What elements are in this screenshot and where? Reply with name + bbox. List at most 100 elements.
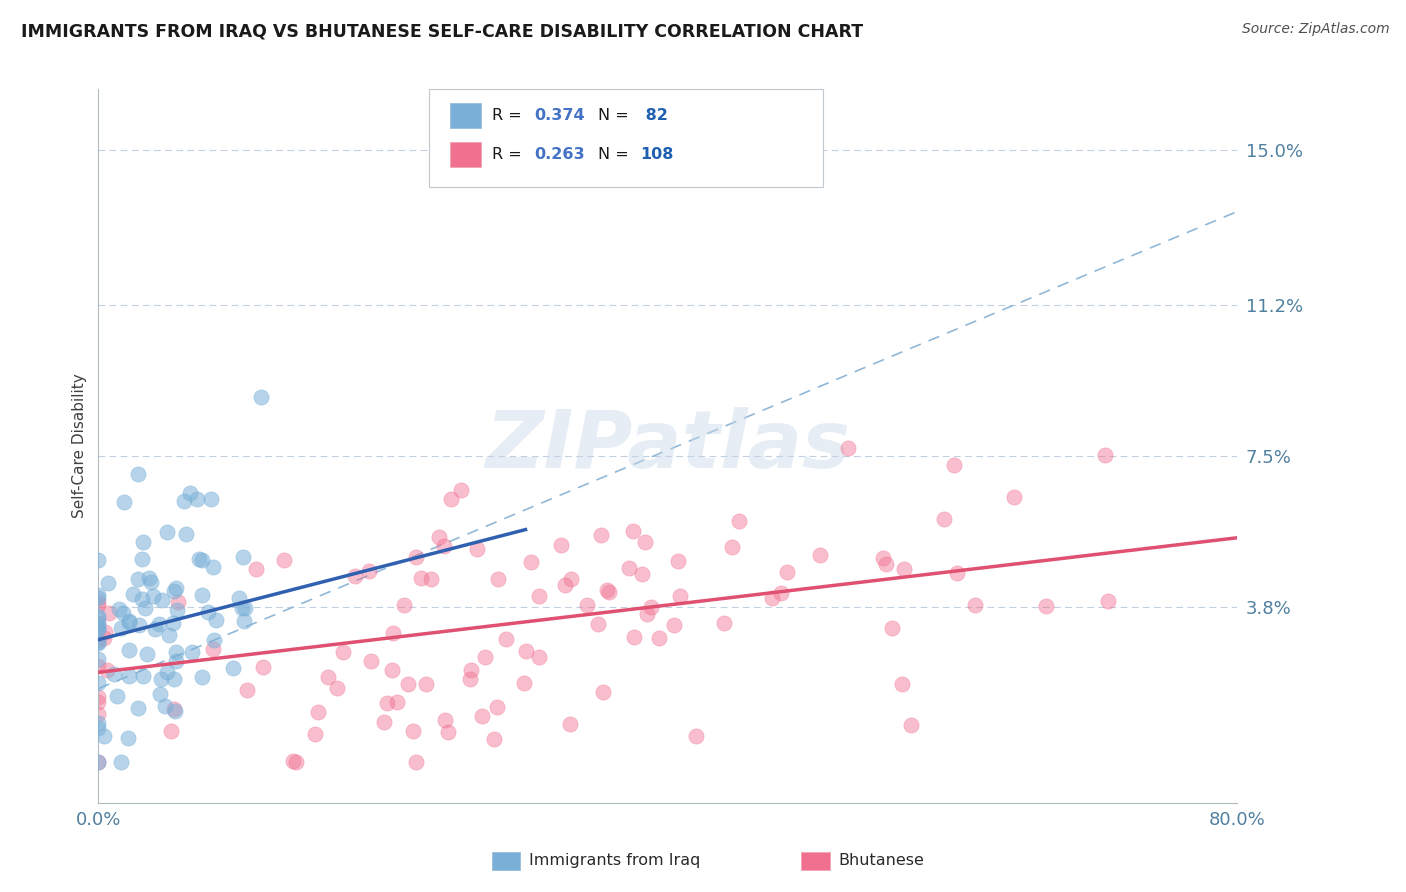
Point: [87, 595, 110, 609]
Point: [87, 609, 110, 624]
Point: [409, 571, 432, 585]
Point: [131, 669, 153, 683]
Point: [666, 554, 689, 568]
Text: 82: 82: [640, 109, 668, 123]
Point: [167, 595, 190, 609]
Point: [87, 721, 110, 735]
Point: [588, 617, 610, 632]
Point: [776, 565, 799, 579]
Point: [685, 730, 707, 744]
Point: [465, 541, 488, 556]
Point: [202, 641, 225, 656]
Point: [495, 632, 517, 646]
Point: [156, 524, 179, 539]
Point: [87, 588, 110, 602]
Point: [93, 631, 115, 645]
Point: [97, 607, 120, 621]
Point: [527, 589, 550, 603]
Point: [134, 600, 156, 615]
Point: [131, 592, 153, 607]
Point: [893, 562, 915, 576]
Point: [174, 527, 197, 541]
Point: [204, 614, 226, 628]
Point: [202, 633, 225, 648]
Point: [415, 677, 437, 691]
Point: [163, 702, 186, 716]
Point: [186, 492, 208, 507]
Point: [233, 614, 256, 628]
Point: [201, 560, 224, 574]
Point: [437, 724, 460, 739]
Point: [728, 515, 751, 529]
Point: [560, 573, 582, 587]
Point: [87, 621, 110, 635]
Point: [359, 564, 381, 578]
Point: [332, 644, 354, 658]
Point: [233, 601, 256, 615]
Point: [107, 602, 129, 616]
Point: [122, 586, 145, 600]
Point: [87, 694, 110, 708]
Point: [1035, 599, 1057, 613]
Point: [118, 614, 141, 628]
Point: [486, 572, 509, 586]
Point: [402, 724, 425, 739]
Point: [326, 681, 349, 695]
Point: [87, 635, 110, 649]
Point: [648, 631, 671, 645]
Point: [231, 600, 253, 615]
Point: [515, 644, 537, 658]
Point: [162, 615, 184, 630]
Text: R =: R =: [492, 147, 527, 161]
Point: [87, 716, 110, 731]
Point: [621, 524, 644, 538]
Point: [596, 583, 619, 598]
Point: [141, 574, 163, 589]
Point: [932, 512, 955, 526]
Point: [149, 672, 172, 686]
Point: [165, 644, 187, 658]
Point: [190, 670, 212, 684]
Point: [118, 643, 141, 657]
Point: [273, 553, 295, 567]
Point: [377, 697, 399, 711]
Point: [405, 549, 427, 564]
Point: [191, 588, 214, 602]
Point: [127, 700, 149, 714]
Point: [304, 727, 326, 741]
Y-axis label: Self-Care Disability: Self-Care Disability: [72, 374, 87, 518]
Point: [132, 535, 155, 549]
Point: [640, 600, 662, 615]
Point: [1002, 490, 1025, 504]
Point: [634, 535, 657, 549]
Point: [93, 730, 115, 744]
Point: [439, 491, 461, 506]
Text: IMMIGRANTS FROM IRAQ VS BHUTANESE SELF-CARE DISABILITY CORRELATION CHART: IMMIGRANTS FROM IRAQ VS BHUTANESE SELF-C…: [21, 22, 863, 40]
Point: [761, 591, 783, 605]
Point: [558, 717, 581, 731]
Point: [181, 645, 204, 659]
Point: [87, 598, 110, 612]
Point: [458, 672, 481, 686]
Point: [381, 664, 404, 678]
Point: [165, 654, 187, 668]
Point: [554, 578, 576, 592]
Point: [344, 568, 367, 582]
Point: [87, 620, 110, 634]
Point: [769, 586, 792, 600]
Text: Source: ZipAtlas.com: Source: ZipAtlas.com: [1241, 22, 1389, 37]
Point: [433, 540, 456, 554]
Point: [87, 633, 110, 648]
Text: R =: R =: [492, 109, 527, 123]
Point: [128, 618, 150, 632]
Point: [87, 755, 110, 769]
Point: [87, 690, 110, 704]
Point: [285, 755, 308, 769]
Point: [165, 581, 187, 595]
Point: [87, 635, 110, 649]
Point: [87, 659, 110, 673]
Point: [429, 530, 451, 544]
Point: [713, 615, 735, 630]
Point: [482, 731, 505, 746]
Text: ZIPatlas: ZIPatlas: [485, 407, 851, 485]
